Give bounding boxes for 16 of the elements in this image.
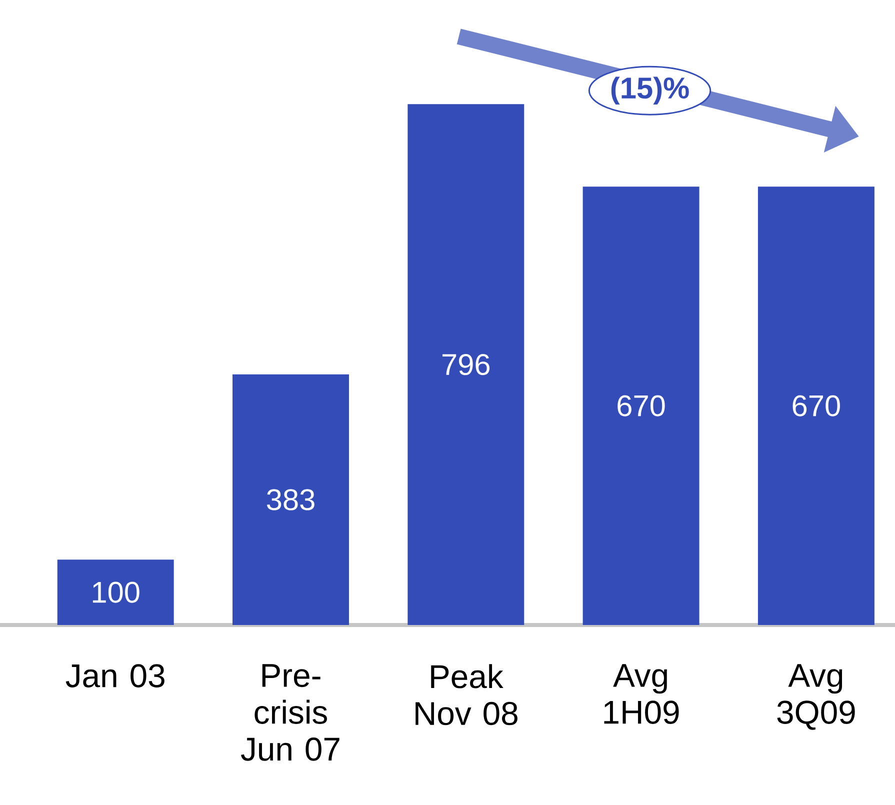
bar <box>758 186 874 625</box>
x-tick-label: Peak Nov 08 <box>416 664 518 726</box>
bar <box>582 186 700 625</box>
annotation: (15)% <box>611 76 689 105</box>
data-label: 670 <box>792 395 840 416</box>
data-label: 383 <box>266 489 314 510</box>
bar <box>57 560 174 625</box>
data-label: 796 <box>442 354 490 376</box>
bar <box>408 104 524 625</box>
x-tick-label: Pre-crisis Jun 07 <box>240 664 340 761</box>
data-label: 670 <box>618 395 665 416</box>
data-label: 100 <box>92 582 140 603</box>
x-tick-label: Jan 03 <box>66 664 164 688</box>
bar <box>232 374 349 625</box>
x-tick-label: Avg 3Q09 <box>777 664 855 730</box>
x-tick-label: Avg 1H09 <box>604 664 679 724</box>
